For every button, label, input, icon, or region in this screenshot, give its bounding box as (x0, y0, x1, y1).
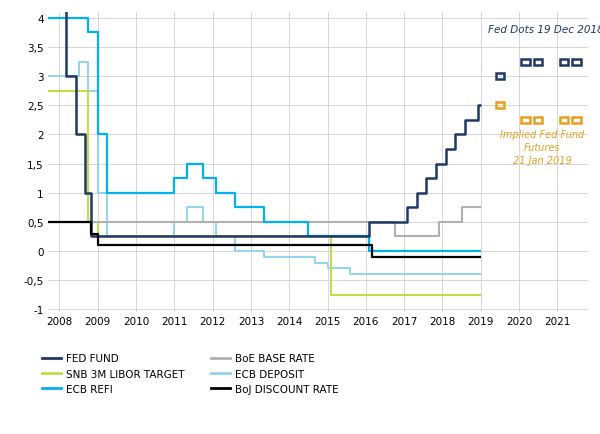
Bar (560, 118, 568, 124)
Bar (496, 103, 504, 109)
Text: Fed Dots 19 Dec 2018: Fed Dots 19 Dec 2018 (488, 25, 600, 35)
Bar (521, 59, 530, 66)
Bar (572, 59, 581, 66)
Bar (534, 118, 542, 124)
Bar (534, 59, 542, 66)
Bar (521, 118, 530, 124)
Bar (560, 59, 568, 66)
Bar (496, 74, 504, 80)
Legend: FED FUND, SNB 3M LIBOR TARGET, ECB REFI, BoE BASE RATE, ECB DEPOSIT, BoJ DISCOUN: FED FUND, SNB 3M LIBOR TARGET, ECB REFI,… (43, 354, 338, 394)
Text: Implied Fed Fund
Futures
21 Jan 2019: Implied Fed Fund Futures 21 Jan 2019 (500, 129, 584, 166)
Bar (572, 118, 581, 124)
